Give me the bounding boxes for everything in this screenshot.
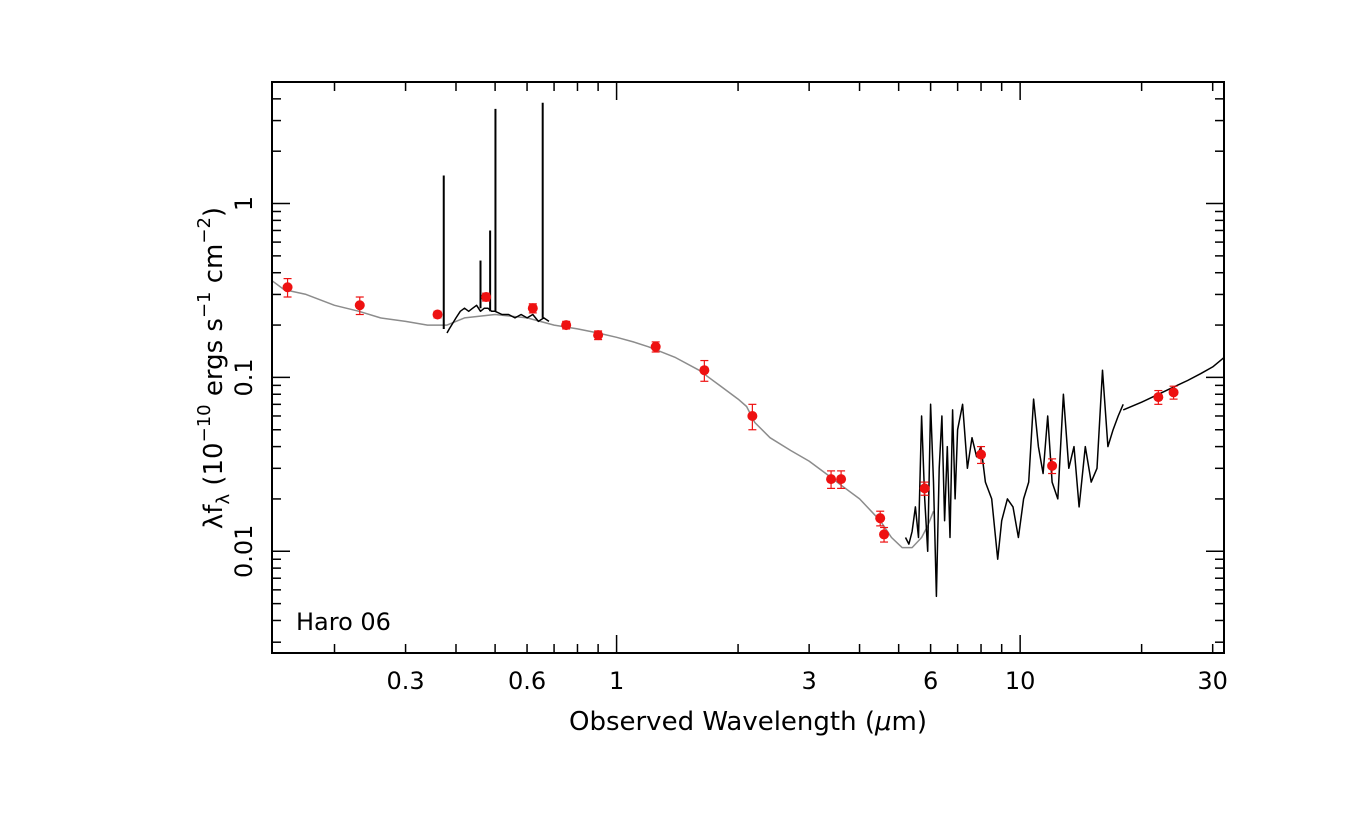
y-tick-label-1: 1 — [230, 196, 258, 211]
x-tick-label-1: 1 — [609, 667, 624, 695]
plot-layer — [271, 102, 1225, 598]
photometry-point-8 — [699, 365, 710, 376]
photometry-point-17 — [1153, 392, 1164, 403]
photometry-point-0 — [282, 282, 293, 293]
photometry-point-15 — [976, 449, 987, 460]
photometry-point-13 — [879, 529, 890, 540]
photometry-point-11 — [836, 474, 847, 485]
photometry-point-4 — [527, 303, 538, 314]
photometry-point-18 — [1168, 387, 1179, 398]
ticks-layer: 0.3 0.6 1 3 6 10 30 0.01 0.1 1 — [230, 81, 1228, 695]
photometry-point-3 — [481, 292, 492, 303]
photometry-point-12 — [875, 513, 886, 524]
photometry-point-14 — [919, 483, 930, 494]
photometry-point-1 — [354, 300, 365, 311]
x-tick-label-10: 10 — [1005, 667, 1036, 695]
x-tick-label-0.3: 0.3 — [386, 667, 424, 695]
x-axis-title: Observed Wavelength (μm) — [569, 707, 927, 737]
x-tick-label-3: 3 — [801, 667, 816, 695]
photometry-point-10 — [826, 474, 837, 485]
x-tick-label-30: 30 — [1197, 667, 1228, 695]
photometry-point-6 — [593, 330, 604, 341]
y-axis-title: λfλ (10−10 ergs s−1 cm−2) — [194, 207, 234, 529]
object-label: Haro 06 — [296, 608, 391, 636]
optical-spectrum-line — [446, 304, 550, 334]
ir-spectrum-line — [904, 369, 1124, 598]
x-tick-label-6: 6 — [923, 667, 938, 695]
photometry-point-5 — [561, 320, 572, 331]
model-sed-tail-line — [1122, 357, 1225, 411]
plot-frame — [271, 81, 1225, 654]
x-tick-label-0.6: 0.6 — [508, 667, 546, 695]
y-tick-label-0.1: 0.1 — [230, 358, 258, 396]
photometry-point-16 — [1047, 460, 1058, 471]
photometry-point-7 — [650, 341, 661, 352]
y-tick-label-0.01: 0.01 — [230, 525, 258, 578]
photometry-point-9 — [747, 410, 758, 421]
photometry-point-2 — [432, 309, 443, 320]
